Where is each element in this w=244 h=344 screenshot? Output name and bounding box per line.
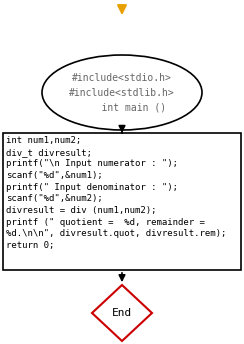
- FancyBboxPatch shape: [3, 133, 241, 270]
- Polygon shape: [92, 285, 152, 341]
- Ellipse shape: [42, 55, 202, 130]
- Text: int num1,num2;
div_t divresult;
printf("\n Input numerator : ");
scanf("%d",&num: int num1,num2; div_t divresult; printf("…: [6, 136, 226, 250]
- Text: #include<stdio.h>
#include<stdlib.h>
    int main (): #include<stdio.h> #include<stdlib.h> int…: [69, 73, 175, 112]
- Text: End: End: [112, 308, 132, 318]
